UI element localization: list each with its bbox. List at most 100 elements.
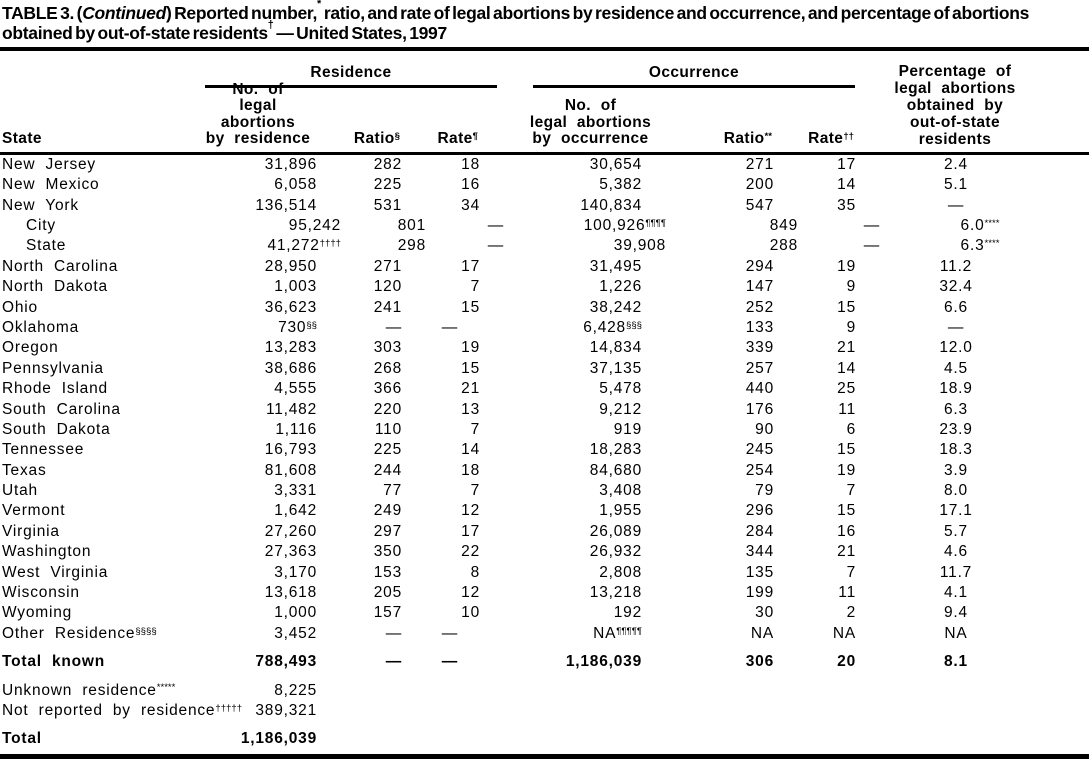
cell-percent-out-of-state: 5.1 (944, 176, 968, 194)
table-row: Total known 788,493 — — 1,186,039 306 20 8.1 (0, 652, 1089, 672)
cell-occurrence-ratio: 296 (745, 502, 774, 520)
cell-residence-ratio: 268 (373, 359, 402, 377)
cell-state: Vermont (2, 502, 66, 520)
cell-percent-out-of-state: 17.1 (939, 502, 973, 520)
cell-residence-rate (402, 681, 480, 701)
title-text: TABLE 3. (Continued) Reported number,* r… (2, 0, 1030, 44)
cell-occurrence-ratio: 245 (745, 441, 774, 459)
cell-percent-out-of-state: 6.3 (944, 400, 968, 418)
cell-residence-ratio: 350 (373, 543, 402, 561)
title-divider-rule (0, 46, 1089, 51)
cell-residence-rate: 13 (461, 400, 480, 418)
cell-state: Washington (2, 543, 92, 561)
cell-occurrence-ratio: 133 (745, 318, 774, 336)
cell-occurrence-ratio: 306 (745, 653, 774, 671)
cell-residence-ratio: 303 (373, 339, 402, 357)
cell-occurrence-rate: 11 (838, 584, 856, 602)
cell-residence-rate: — (441, 318, 458, 336)
cell-occurrence-ratio: 200 (745, 176, 774, 194)
cell-residence-rate: 19 (461, 339, 480, 357)
cell-residence-rate: 18 (461, 155, 480, 173)
cell-occurrence-number: 30,654 (589, 155, 642, 173)
cell-residence-ratio: 297 (373, 522, 402, 540)
cell-residence-ratio: 77 (383, 482, 402, 500)
table-row: City 95,242 801 — 100,926¶¶¶¶ 849 — 6.0**** (0, 216, 1089, 236)
cell-occurrence-number: 5,478 (599, 380, 642, 398)
cell-residence-rate: 14 (461, 441, 480, 459)
cell-residence-ratio: 110 (374, 420, 402, 438)
cell-residence-number: 27,260 (264, 522, 317, 540)
cell-state: New Mexico (2, 176, 100, 194)
cell-occurrence-number: 37,135 (589, 359, 642, 377)
footnote-marker: **** (984, 217, 1000, 229)
footnote-marker: † (267, 18, 274, 31)
cell-percent-out-of-state: 6.6 (944, 298, 968, 316)
cell-occurrence-number (480, 701, 642, 721)
cell-percent-out-of-state: 18.9 (939, 380, 973, 398)
cell-residence-rate: 21 (461, 380, 480, 398)
column-header-occurrence-number: No. of legal abortions by occurrence (529, 97, 652, 148)
cell-occurrence-number: 14,834 (589, 339, 642, 357)
cell-occurrence-rate: 14 (837, 359, 856, 377)
bottom-rule (0, 753, 1089, 759)
cell-occurrence-number: 9,212 (599, 400, 642, 418)
cell-residence-number: 31,896 (264, 155, 317, 173)
cell-residence-rate: 15 (461, 298, 480, 316)
cell-occurrence-rate: 11 (838, 400, 856, 418)
cell-occurrence-number: NA¶¶¶¶¶ (593, 624, 642, 642)
cell-residence-ratio: 220 (373, 400, 402, 418)
table-row: Total 1,186,039 (0, 729, 1089, 749)
cell-residence-number: 3,170 (274, 563, 317, 581)
cell-residence-rate: 17 (461, 257, 480, 275)
table-row: Oklahoma 730§§ — — 6,428§§§ 133 9 — (0, 318, 1089, 338)
cell-state: Wyoming (2, 604, 73, 622)
cell-residence-ratio: 531 (373, 196, 402, 214)
cell-residence-ratio: — (385, 318, 402, 336)
cell-residence-ratio (317, 681, 402, 701)
cell-occurrence-ratio: 254 (745, 461, 774, 479)
cell-residence-number: 13,618 (264, 584, 317, 602)
cell-occurrence-rate: NA (832, 624, 856, 642)
cell-occurrence-rate: 25 (837, 380, 856, 398)
cell-occurrence-ratio: 30 (755, 604, 774, 622)
title-continued: Continued (82, 2, 166, 23)
footnote-marker: ¶¶¶¶ (645, 217, 666, 229)
cell-residence-number: 6,058 (274, 176, 317, 194)
cell-residence-number: 136,514 (255, 196, 317, 214)
cell-residence-rate: — (487, 217, 504, 235)
cell-residence-ratio: 120 (373, 278, 402, 296)
cell-occurrence-ratio: 547 (745, 196, 774, 214)
cell-residence-number: 81,608 (264, 461, 317, 479)
cell-percent-out-of-state: NA (944, 624, 968, 642)
cell-residence-ratio: 244 (373, 461, 402, 479)
cell-occurrence-ratio: 90 (755, 420, 774, 438)
cell-state: South Carolina (2, 400, 121, 418)
cell-percent-out-of-state: 18.3 (939, 441, 973, 459)
cell-occurrence-rate: — (863, 237, 880, 255)
table-row: South Carolina 11,482 220 13 9,212 176 11 6.3 (0, 400, 1089, 420)
cell-state: Ohio (2, 298, 38, 316)
cell-occurrence-rate (774, 729, 856, 749)
column-header-state: State (2, 129, 42, 147)
cell-occurrence-number: 26,089 (589, 522, 642, 540)
cell-residence-rate: 18 (461, 461, 480, 479)
cell-residence-number: 28,950 (264, 257, 317, 275)
cell-occurrence-number: 1,226 (599, 278, 642, 296)
cell-percent-out-of-state: — (947, 196, 965, 214)
cell-state: Wisconsin (2, 584, 80, 602)
cell-occurrence-number: 192 (613, 604, 642, 622)
column-header-residence-ratio: Ratio§ (353, 129, 400, 147)
cell-residence-number: 38,686 (264, 359, 317, 377)
cell-residence-number: 13,283 (264, 339, 317, 357)
cell-state: South Dakota (2, 420, 111, 438)
footnote-marker: †††† (319, 238, 341, 250)
footnote-marker: ¶ (472, 130, 478, 142)
table-row: Other Residence§§§§ 3,452 — — NA¶¶¶¶¶ NA NA NA (0, 624, 1089, 644)
footnote-marker: * (317, 0, 322, 11)
cell-residence-number: 1,000 (274, 604, 317, 622)
cell-occurrence-rate: 35 (837, 196, 856, 214)
cell-occurrence-rate: 19 (837, 257, 856, 275)
footnote-marker: **** (984, 238, 1000, 250)
cell-residence-number: 36,623 (264, 298, 317, 316)
table-row: North Carolina 28,950 271 17 31,495 294 19 11.2 (0, 257, 1089, 277)
